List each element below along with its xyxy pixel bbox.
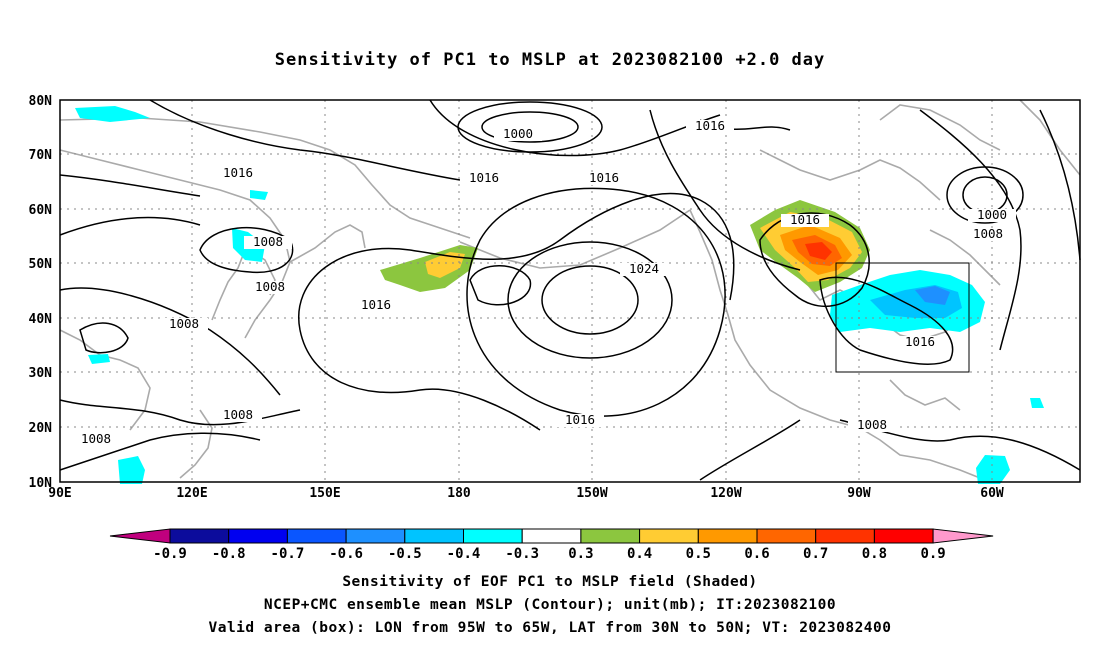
colorbar-tick-label: -0.6 [329,546,363,562]
colorbar-block [756,528,817,544]
colorbar-tick-label: -0.5 [388,546,422,562]
colorbar-block [169,528,230,544]
lat-label: 20N [29,421,53,436]
lon-label: 180 [447,486,471,501]
lon-label: 90E [48,486,71,501]
lon-label: 120E [176,486,207,501]
colorbar-tick-label: 0.9 [920,546,945,562]
map-title: Sensitivity of PC1 to MSLP at 2023082100… [274,50,826,70]
colorbar-block [404,528,464,544]
colorbar-block [697,528,758,544]
colorbar-max-arrow [932,528,994,544]
lat-label: 70N [29,148,53,163]
colorbar-tick-label: 0.3 [568,546,593,562]
lon-label: 120W [710,486,741,501]
contour-labels: 1000 1016 1016 1016 1016 1008 1008 1016 … [72,118,1016,446]
lat-label: 50N [29,257,53,272]
contour-label: 1008 [223,407,253,422]
contour-label: 1016 [223,165,253,180]
contour-label: 1008 [255,279,285,294]
caption-line-3: Valid area (box): LON from 95W to 65W, L… [208,620,892,636]
lat-label: 60N [29,203,53,218]
colorbar-tick-label: 0.7 [803,546,828,562]
contour-label: 1000 [977,207,1007,222]
contour-label: 1008 [253,234,283,249]
lon-label: 150W [576,486,607,501]
colorbar-tick-label: -0.3 [505,546,539,562]
colorbar-block [815,528,875,544]
contour-label: 1016 [905,334,935,349]
contour-label: 1016 [589,170,619,185]
contour-label: 1016 [695,118,725,133]
lat-label: 80N [29,94,53,109]
sensitivity-shading [75,106,1044,484]
lat-axis-labels: 80N 70N 60N 50N 40N 30N 20N 10N [29,94,53,491]
contour-label: 1024 [629,261,659,276]
caption-line-2: NCEP+CMC ensemble mean MSLP (Contour); u… [263,597,837,613]
colorbar-tick-label: 0.8 [862,546,887,562]
contour-label: 1016 [790,212,820,227]
colorbar-block [228,528,288,544]
lat-label: 10N [29,476,53,491]
contour-label: 1008 [169,316,199,331]
contour-label: 1008 [857,417,887,432]
colorbar-tick-label: -0.8 [212,546,246,562]
contour-label: 1016 [565,412,595,427]
contour-label: 1016 [469,170,499,185]
colorbar-tick-label: 0.4 [627,546,652,562]
lat-lon-grid [60,100,1080,482]
lon-label: 150E [309,486,340,501]
colorbar-block [639,528,699,544]
colorbar-tick-label: 0.5 [686,546,711,562]
contour-label: 1000 [503,126,533,141]
contour-label: 1016 [361,297,391,312]
lon-label: 90W [847,486,871,501]
colorbar-block [521,528,582,544]
colorbar-tick-label: -0.4 [447,546,481,562]
colorbar-block [286,528,347,544]
lat-label: 40N [29,312,53,327]
lon-axis-labels: 90E 120E 150E 180 150W 120W 90W 60W [48,486,1004,501]
caption-line-1: Sensitivity of EOF PC1 to MSLP field (Sh… [342,574,758,590]
contour-label: 1008 [81,431,111,446]
colorbar-block [345,528,406,544]
colorbar-block [580,528,641,544]
map-frame [59,99,1081,483]
contour-label: 1008 [973,226,1003,241]
lon-label: 60W [980,486,1004,501]
colorbar-block [463,528,523,544]
colorbar-tick-label: 0.6 [744,546,769,562]
colorbar: -0.9 -0.8 -0.7 -0.6 -0.5 -0.4 -0.3 0.3 0.4 0.5 0.6… [109,528,994,562]
lat-label: 30N [29,366,53,381]
colorbar-tick-label: -0.9 [153,546,187,562]
colorbar-tick-label: -0.7 [271,546,305,562]
colorbar-block [873,528,934,544]
valid-area-box [835,262,970,373]
colorbar-min-arrow [109,528,171,544]
